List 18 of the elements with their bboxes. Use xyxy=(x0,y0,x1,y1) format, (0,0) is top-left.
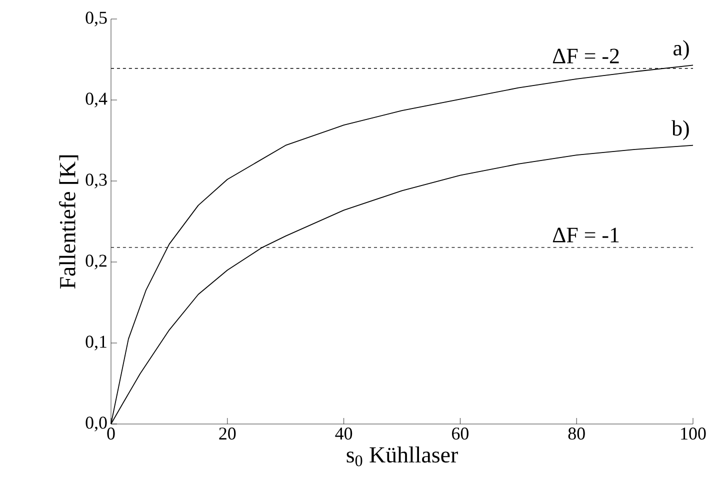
y-tick-label: 0,5 xyxy=(86,12,107,26)
series-label: b) xyxy=(672,120,689,140)
y-axis-title: Fallentiefe [K] xyxy=(59,155,78,289)
x-tick-label: 80 xyxy=(568,428,585,440)
x-tick-label: 100 xyxy=(681,428,706,440)
x-tick-label: 40 xyxy=(335,428,352,440)
x-tick-label: 20 xyxy=(219,428,236,440)
y-tick-label: 0,4 xyxy=(86,92,108,108)
x-tick-label: 0 xyxy=(107,428,115,440)
x-tick-label: 60 xyxy=(452,428,468,440)
y-tick-label: 0,3 xyxy=(86,174,107,188)
annotation: ΔF = -2 xyxy=(552,48,619,64)
annotation: ΔF = -1 xyxy=(552,228,619,242)
series-label: a) xyxy=(674,40,689,60)
y-tick-label: 0,1 xyxy=(86,336,106,350)
x-axis-title: s$_{0}$ Kühllaser xyxy=(346,446,458,466)
y-tick-label: 0,2 xyxy=(86,254,106,270)
y-tick-label: 0,0 xyxy=(86,416,107,432)
